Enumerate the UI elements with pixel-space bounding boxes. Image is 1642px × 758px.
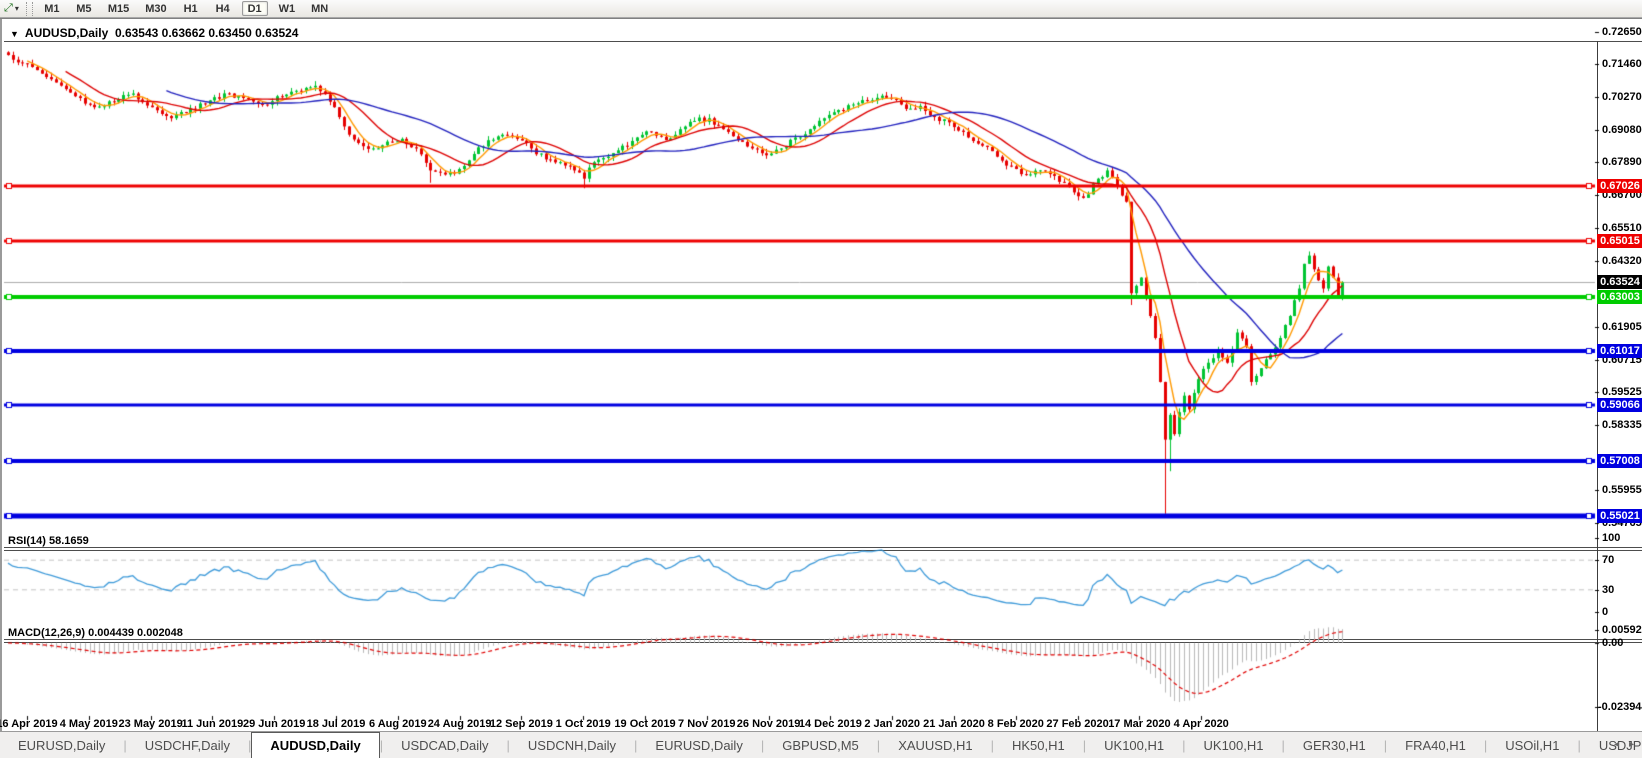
macd-axis-tick: -0.023944 bbox=[1598, 701, 1642, 713]
rsi-axis-tick: 0 bbox=[1602, 606, 1609, 618]
rsi-name: RSI(14) bbox=[8, 535, 46, 547]
price-axis-tick: 0.55955 bbox=[1602, 484, 1642, 497]
rsi-axis-tick: 30 bbox=[1602, 583, 1615, 596]
rsi-axis-tick: 100 bbox=[1602, 532, 1621, 544]
hline-price-badge: 0.61017 bbox=[1597, 344, 1642, 359]
chart-dropdown-icon[interactable]: ▼ bbox=[10, 29, 19, 39]
macd-axis-tick: 0.005923 bbox=[1602, 624, 1642, 636]
macd-value: 0.004439 0.002048 bbox=[88, 627, 183, 639]
date-axis-label: 1 Oct 2019 bbox=[555, 718, 611, 730]
chart-ohlc-readout: 0.63543 0.63662 0.63450 0.63524 bbox=[114, 26, 299, 40]
price-axis-tick: 0.65510 bbox=[1602, 221, 1642, 234]
hline-price-badge: 0.65015 bbox=[1597, 234, 1642, 249]
macd-indicator-label: MACD(12,26,9) 0.004439 0.002048 bbox=[8, 627, 183, 639]
date-axis-label: 7 Nov 2019 bbox=[678, 718, 736, 730]
price-axis-tick: 0.58335 bbox=[1602, 418, 1642, 431]
price-axis-tick: 0.67890 bbox=[1602, 156, 1642, 169]
date-axis-label: 2 Jan 2020 bbox=[864, 718, 921, 730]
date-axis-label: 21 Jan 2020 bbox=[923, 718, 985, 730]
date-axis-label: 27 Feb 2020 bbox=[1046, 718, 1109, 730]
price-axis-tick: 0.69080 bbox=[1602, 123, 1642, 136]
rsi-value: 58.1659 bbox=[48, 535, 89, 547]
hline-price-badge: 0.55021 bbox=[1597, 508, 1642, 523]
hline-price-badge: 0.59066 bbox=[1597, 397, 1642, 412]
date-axis-label: 26 Nov 2019 bbox=[736, 718, 801, 730]
chart-symbol-label: AUDUSD,Daily bbox=[24, 26, 109, 40]
chart-title[interactable]: ▼ AUDUSD,Daily 0.63543 0.63662 0.63450 0.… bbox=[10, 26, 298, 40]
macd-name: MACD(12,26,9) bbox=[8, 627, 86, 639]
date-axis-label: 18 Jul 2019 bbox=[306, 718, 366, 730]
price-axis-tick: 0.70270 bbox=[1602, 91, 1642, 104]
rsi-indicator-label: RSI(14) 58.1659 bbox=[8, 535, 89, 547]
price-axis-tick: 0.61905 bbox=[1602, 320, 1642, 333]
date-axis-label: 6 Aug 2019 bbox=[368, 718, 427, 730]
date-axis-label: 23 May 2019 bbox=[118, 718, 183, 730]
price-axis-tick: 0.59525 bbox=[1602, 386, 1642, 399]
date-axis-label: 14 Dec 2019 bbox=[798, 718, 862, 730]
hline-price-badge: 0.63003 bbox=[1597, 289, 1642, 304]
current-price-badge: 0.63524 bbox=[1597, 275, 1642, 290]
date-axis-label: 12 Sep 2019 bbox=[489, 718, 553, 730]
date-axis-label: 8 Feb 2020 bbox=[987, 718, 1044, 730]
date-axis-label: 29 Jun 2019 bbox=[243, 718, 306, 730]
price-axis-tick: 0.71460 bbox=[1602, 58, 1642, 71]
price-axis-tick: 0.72650 bbox=[1602, 25, 1642, 38]
date-axis-label: 19 Oct 2019 bbox=[614, 718, 676, 730]
hline-price-badge: 0.57008 bbox=[1597, 454, 1642, 469]
date-axis-label: 4 Apr 2020 bbox=[1173, 718, 1229, 730]
date-axis-label: 4 May 2019 bbox=[59, 718, 118, 730]
date-axis-label: 11 Jun 2019 bbox=[181, 718, 244, 730]
rsi-axis-tick: 70 bbox=[1602, 554, 1615, 567]
macd-axis-tick: 0.00 bbox=[1602, 637, 1624, 649]
price-axis-tick: 0.64320 bbox=[1602, 254, 1642, 267]
hline-price-badge: 0.67026 bbox=[1597, 179, 1642, 194]
date-axis-label: 17 Mar 2020 bbox=[1108, 718, 1171, 730]
date-axis-label: 16 Apr 2019 bbox=[0, 718, 58, 730]
date-axis-label: 24 Aug 2019 bbox=[427, 718, 492, 730]
